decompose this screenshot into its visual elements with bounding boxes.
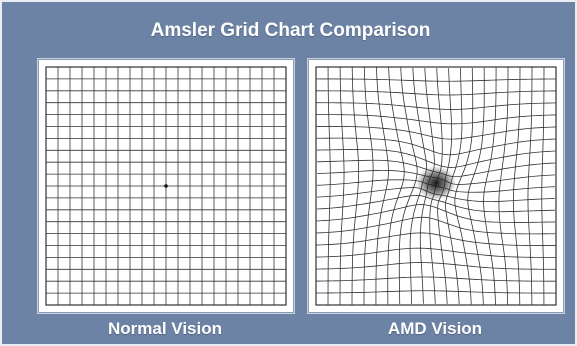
grid-vertical-line	[375, 67, 389, 305]
grid-border	[315, 66, 557, 306]
grid-horizontal-line	[316, 216, 556, 235]
grid-horizontal-line	[316, 232, 556, 246]
grid-vertical-line	[467, 67, 485, 305]
grid-horizontal-line	[316, 204, 556, 223]
amd-vision-caption: AMD Vision	[387, 319, 483, 338]
normal-amsler-grid	[45, 66, 287, 306]
normal-vision-caption: Normal Vision	[108, 319, 222, 338]
page-title: Amsler Grid Chart Comparison	[150, 20, 431, 41]
grid-vertical-line	[387, 67, 405, 305]
normal-vision-panel	[37, 58, 295, 314]
amd-vision-panel	[307, 58, 565, 314]
grid-vertical-line	[498, 67, 509, 305]
grid-horizontal-line	[316, 247, 556, 258]
grid-horizontal-line	[316, 137, 556, 156]
grid-vertical-line	[483, 67, 497, 305]
grid-horizontal-line	[316, 114, 556, 125]
grid-lines	[45, 66, 287, 306]
grid-horizontal-line	[316, 262, 556, 270]
grid-horizontal-line	[316, 290, 556, 294]
grid-horizontal-line	[316, 126, 556, 140]
grid-vertical-line	[454, 67, 474, 305]
grid-vertical-line	[363, 67, 374, 305]
center-fixation-dot	[164, 184, 168, 188]
grid-horizontal-line	[316, 276, 556, 282]
amd-amsler-grid	[315, 66, 557, 306]
grid-vertical-line	[513, 67, 521, 305]
central-scotoma-spot	[416, 166, 456, 200]
grid-vertical-line	[541, 67, 545, 305]
grid-vertical-line	[527, 67, 533, 305]
